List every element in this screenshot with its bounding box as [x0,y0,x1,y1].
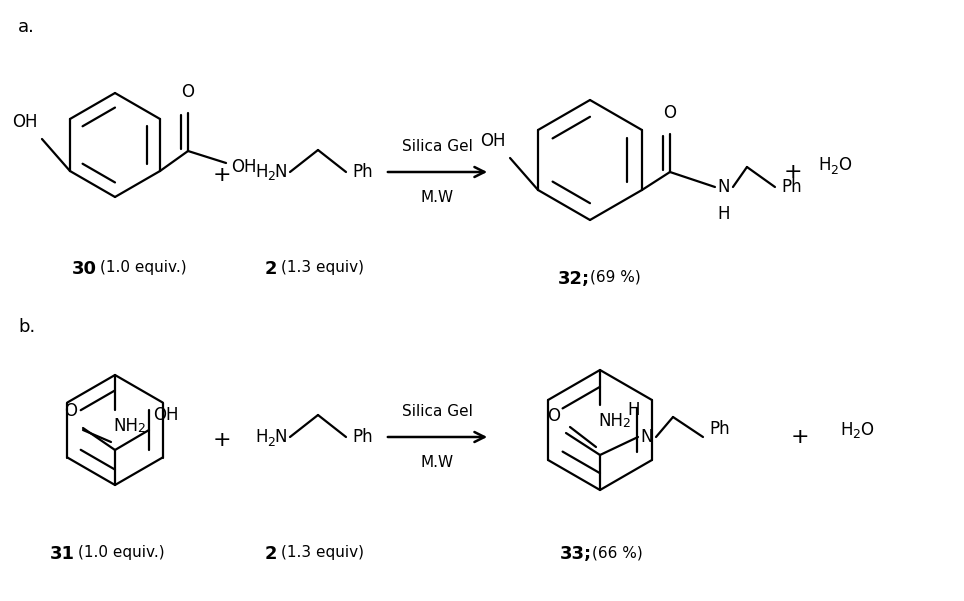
Text: 32;: 32; [558,270,590,288]
Text: b.: b. [18,318,36,336]
Text: OH: OH [231,158,256,176]
Text: Ph: Ph [709,420,730,438]
Text: (1.3 equiv): (1.3 equiv) [281,545,364,560]
Text: O: O [547,407,560,425]
Text: 2: 2 [265,260,278,278]
Text: O: O [860,421,873,439]
Text: 2: 2 [622,417,629,430]
Text: O: O [181,83,195,101]
Text: M.W: M.W [420,190,454,205]
Text: O: O [838,156,851,174]
Text: 2: 2 [830,163,838,177]
Text: Silica Gel: Silica Gel [402,404,472,419]
Text: Ph: Ph [781,178,802,196]
Text: Ph: Ph [352,428,373,446]
Text: +: + [790,427,810,447]
Text: N: N [274,428,286,446]
Text: (69 %): (69 %) [590,270,641,285]
Text: Silica Gel: Silica Gel [402,139,472,154]
Text: 2: 2 [267,436,275,448]
Text: +: + [213,165,231,185]
Text: O: O [64,402,77,420]
Text: +: + [213,430,231,450]
Text: H: H [840,421,852,439]
Text: N: N [274,163,286,181]
Text: NH: NH [598,412,623,430]
Text: 30: 30 [72,260,97,278]
Text: H: H [255,163,267,181]
Text: OH: OH [480,132,506,150]
Text: (1.0 equiv.): (1.0 equiv.) [100,260,187,275]
Text: N: N [640,428,653,446]
Text: 2: 2 [265,545,278,563]
Text: H: H [255,428,267,446]
Text: a.: a. [18,18,35,36]
Text: 33;: 33; [560,545,592,563]
Text: H: H [628,401,640,419]
Text: Ph: Ph [352,163,373,181]
Text: +: + [784,162,802,182]
Text: 2: 2 [267,171,275,183]
Text: NH: NH [113,417,138,435]
Text: M.W: M.W [420,455,454,470]
Text: OH: OH [153,406,178,424]
Text: N: N [717,178,730,196]
Text: 31: 31 [50,545,75,563]
Text: 2: 2 [852,429,860,442]
Text: (1.3 equiv): (1.3 equiv) [281,260,364,275]
Text: (66 %): (66 %) [592,545,643,560]
Text: (1.0 equiv.): (1.0 equiv.) [78,545,165,560]
Text: O: O [663,104,677,122]
Text: OH: OH [13,113,38,131]
Text: H: H [717,205,730,223]
Text: 2: 2 [137,422,145,435]
Text: H: H [818,156,831,174]
